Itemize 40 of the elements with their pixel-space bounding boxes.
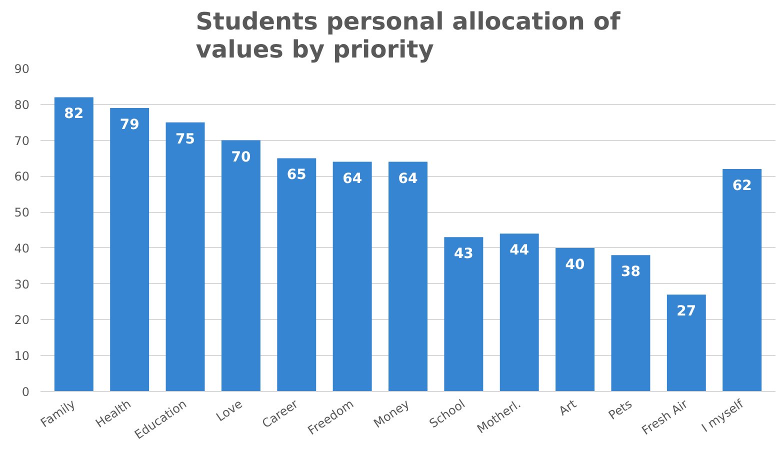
bar <box>277 158 316 392</box>
data-label: 64 <box>342 170 362 187</box>
bar <box>722 168 762 392</box>
y-tick-label: 90 <box>14 62 30 76</box>
bar <box>332 162 372 392</box>
x-tick-label: Love <box>214 396 245 424</box>
bar <box>444 237 484 392</box>
x-tick-label: Pets <box>606 396 635 422</box>
bar <box>388 162 428 392</box>
data-label: 44 <box>510 242 530 259</box>
y-tick-label: 60 <box>14 170 30 184</box>
data-label: 38 <box>620 264 640 280</box>
y-tick-label: 40 <box>14 241 30 256</box>
data-label: 75 <box>176 131 196 148</box>
data-label: 65 <box>286 167 306 184</box>
y-tick-label: 10 <box>14 349 30 364</box>
bar <box>666 294 706 392</box>
chart-title: Students personal allocation of values by priority <box>196 8 621 64</box>
bar <box>166 122 205 392</box>
data-label: 70 <box>231 149 251 166</box>
x-tick-label: Art <box>556 396 580 418</box>
y-tick-label: 80 <box>14 98 30 112</box>
bar <box>110 108 150 392</box>
bar <box>500 234 539 392</box>
y-tick-label: 20 <box>14 313 30 328</box>
data-label: 62 <box>732 178 752 194</box>
data-label: 40 <box>565 256 586 273</box>
bar <box>221 140 260 392</box>
data-label: 79 <box>120 116 140 133</box>
y-tick-label: 50 <box>14 206 30 220</box>
y-tick-label: 70 <box>14 134 30 148</box>
data-label: 82 <box>64 106 84 122</box>
bar <box>54 97 94 392</box>
y-tick-label: 30 <box>14 277 30 292</box>
bar <box>611 255 650 392</box>
data-label: 43 <box>454 246 474 262</box>
data-label: 27 <box>676 304 696 320</box>
y-tick-label: 0 <box>22 385 30 399</box>
data-label: 64 <box>398 170 418 187</box>
bar <box>556 248 595 392</box>
